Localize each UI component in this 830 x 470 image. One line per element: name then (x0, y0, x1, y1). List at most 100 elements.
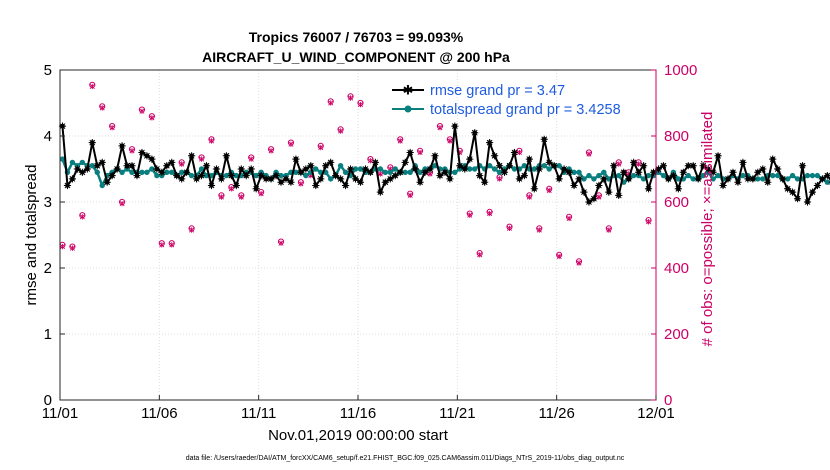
totalspread-point (809, 172, 816, 179)
right-y-tick-label: 200 (664, 326, 689, 343)
rmse-point (78, 168, 86, 176)
rmse-point (307, 162, 315, 170)
rmse-point (461, 165, 469, 173)
rmse-point (540, 135, 548, 143)
totalspread-point (94, 169, 100, 175)
rmse-point (426, 165, 434, 173)
rmse-point (262, 175, 270, 183)
rmse-point (322, 162, 330, 170)
totalspread-point (119, 169, 125, 175)
rmse-point (580, 188, 588, 196)
rmse-point (669, 172, 677, 180)
obs-assimilated-point (646, 219, 652, 225)
obs-assimilated-point (497, 176, 503, 182)
x-tick-label: 11/26 (538, 405, 574, 422)
obs-assimilated-point (348, 95, 354, 101)
rmse-point (625, 175, 633, 183)
right-y-axis-label: # of obs: o=possible; ×=assimilated (699, 112, 716, 347)
rmse-point (600, 175, 608, 183)
obs-assimilated-point (556, 253, 562, 260)
rmse-point (421, 168, 429, 176)
totalspread-point (486, 163, 493, 169)
obs-assimilated-point (566, 215, 572, 222)
rmse-point (148, 155, 156, 163)
rmse-point (555, 175, 563, 183)
totalspread-point (342, 169, 349, 175)
rmse-point (754, 168, 762, 176)
totalspread-point (814, 172, 821, 179)
totalspread-point (352, 166, 359, 172)
rmse-point (818, 175, 826, 183)
totalspread-point (740, 172, 746, 179)
rmse-point (183, 168, 191, 176)
obs-assimilated-point (218, 194, 224, 200)
totalspread-point (784, 176, 791, 182)
obs-assimilated-point (59, 243, 66, 250)
totalspread-point (178, 169, 185, 175)
rmse-point (764, 178, 772, 186)
totalspread-point (313, 166, 319, 172)
rmse-point (535, 165, 543, 173)
totalspread-point (760, 176, 766, 182)
legend-spread-marker (404, 105, 412, 113)
obs-assimilated-point (606, 227, 612, 233)
rmse-point (416, 178, 424, 186)
totalspread-point (571, 169, 577, 175)
rmse-point (58, 122, 67, 130)
totalspread-point (89, 163, 95, 169)
rmse-point (714, 152, 722, 160)
rmse-point (709, 168, 717, 176)
rmse-point (68, 175, 77, 183)
obs-assimilated-point (89, 83, 95, 90)
totalspread-point (278, 172, 284, 179)
rmse-point (277, 178, 285, 186)
rmse-point (178, 175, 186, 183)
obs-assimilated-point (228, 186, 234, 192)
obs-assimilated-point (179, 161, 185, 167)
rmse-point (431, 152, 439, 160)
rmse-point (247, 165, 255, 173)
rmse-point (242, 172, 250, 180)
rmse-point (605, 188, 613, 196)
totalspread-point (223, 172, 230, 179)
totalspread-point (79, 159, 86, 166)
rmse-point (630, 158, 638, 166)
rmse-point (346, 165, 355, 173)
totalspread-point (139, 169, 145, 175)
rmse-point (471, 129, 479, 137)
rmse-point (103, 178, 111, 186)
rmse-point (356, 178, 365, 186)
rmse-point (490, 152, 499, 160)
rmse-point (287, 178, 295, 186)
rmse-point (495, 162, 504, 170)
y-tick-label: 1 (44, 326, 52, 343)
obs-assimilated-point (238, 194, 244, 200)
obs-assimilated-point (208, 138, 215, 144)
totalspread-point (521, 163, 528, 169)
totalspread-point (546, 166, 552, 172)
rmse-point (639, 162, 648, 170)
obs-assimilated-point (119, 201, 125, 207)
y-axis-ticks: 0 1 2 3 4 5 (44, 62, 65, 409)
totalspread-point (253, 172, 259, 179)
rmse-point (808, 188, 817, 196)
obs-assimilated-point (79, 214, 85, 220)
rmse-point (610, 162, 618, 170)
right-y-tick-label: 0 (664, 392, 672, 409)
rmse-point (590, 195, 598, 203)
rmse-point (476, 172, 484, 180)
rmse-point (446, 175, 454, 183)
totalspread-point (382, 169, 389, 175)
rmse-point (585, 198, 593, 206)
rmse-point (798, 162, 807, 170)
rmse-point (237, 165, 245, 173)
legend-rmse-marker: ✱ (403, 83, 414, 98)
obs-assimilated-point (477, 252, 483, 258)
rmse-point (411, 165, 419, 173)
totalspread-point (640, 176, 647, 182)
obs-assimilated-point (536, 227, 542, 233)
obs-assimilated-point (417, 149, 423, 156)
obs-assimilated-point (576, 260, 582, 266)
rmse-point (441, 168, 449, 176)
rmse-point (550, 162, 558, 170)
